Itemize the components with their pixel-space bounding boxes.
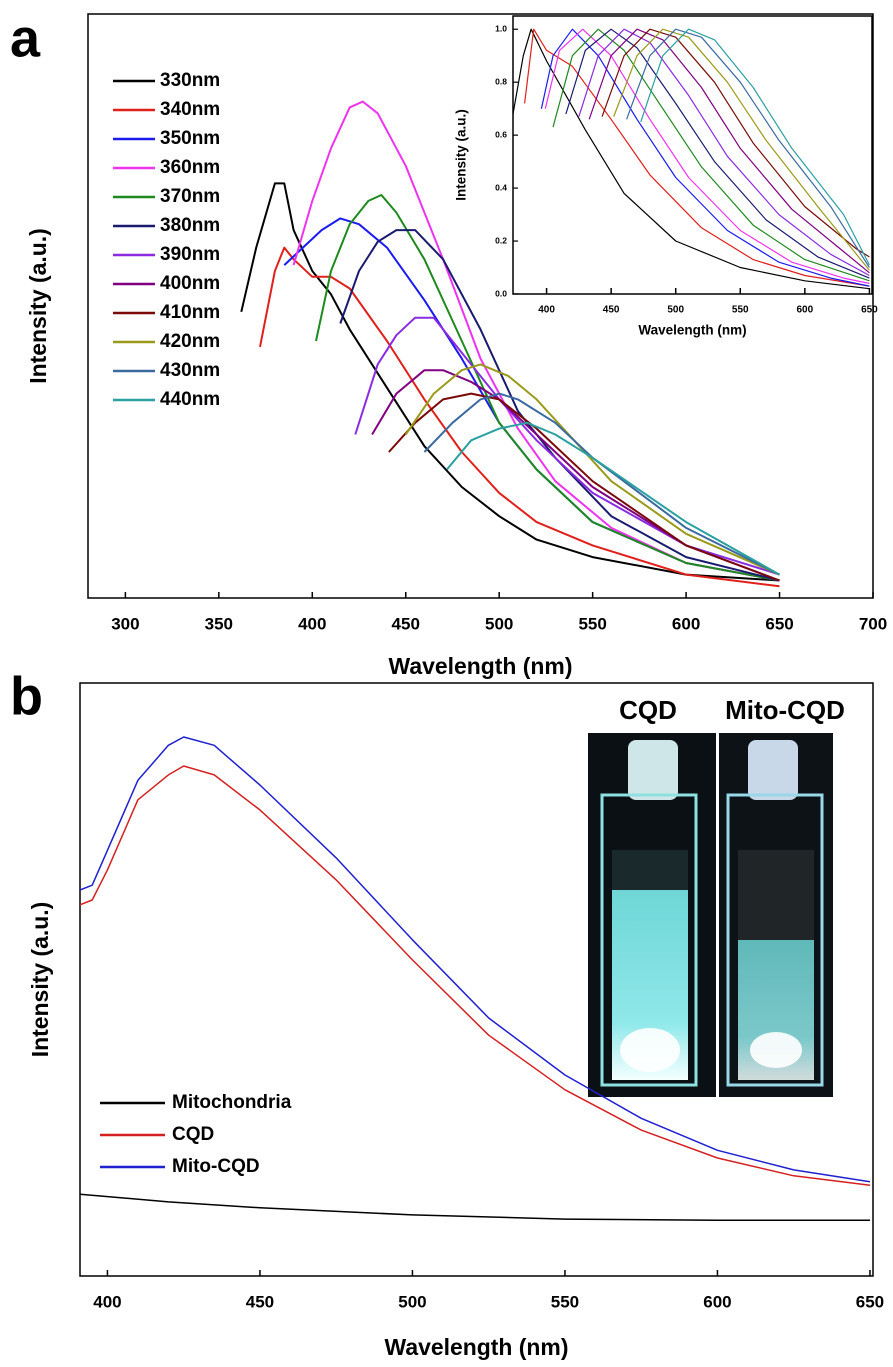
series-line: [512, 28, 870, 290]
cuvette-photo: [588, 733, 833, 1097]
series-line: [565, 28, 870, 279]
series-line: [315, 194, 780, 582]
plot-frame: [79, 682, 874, 1277]
x-tick-label: 600: [703, 1293, 731, 1312]
legend-label: 380nm: [160, 215, 220, 236]
series-line: [292, 100, 780, 582]
x-tick-label: 450: [392, 615, 420, 634]
x-tick-label: 500: [667, 305, 684, 316]
legend-label: 350nm: [160, 128, 220, 149]
y-tick-label: 0.4: [495, 182, 507, 192]
series-line: [524, 28, 870, 287]
x-tick-label: 700: [859, 615, 887, 634]
legend-label: 440nm: [160, 389, 220, 410]
series-line: [79, 736, 871, 1183]
x-tick-label: 400: [538, 305, 555, 316]
series-line: [601, 28, 870, 258]
y-axis-label: Intensity (a.u.): [27, 902, 53, 1057]
x-tick-label: 650: [861, 305, 878, 316]
x-tick-label: 500: [485, 615, 513, 634]
legend-label: 360nm: [160, 157, 220, 178]
legend-label: 340nm: [160, 99, 220, 120]
y-tick-label: 0.8: [495, 76, 507, 86]
series-line: [240, 182, 780, 582]
series-line: [339, 229, 780, 582]
series-line: [640, 28, 870, 266]
series-line: [626, 28, 870, 268]
y-tick-label: 0.2: [495, 235, 507, 245]
series-line: [544, 28, 870, 284]
panel-label: b: [10, 666, 43, 726]
x-tick-label: 500: [398, 1293, 426, 1312]
y-axis-label: Intensity (a.u.): [25, 228, 51, 383]
x-tick-label: 600: [672, 615, 700, 634]
x-tick-label: 450: [603, 305, 620, 316]
series-line: [588, 28, 870, 274]
legend-label: 400nm: [160, 273, 220, 294]
x-tick-label: 550: [578, 615, 606, 634]
series-line: [354, 316, 780, 576]
series-line: [79, 1193, 870, 1222]
series-line: [423, 392, 780, 576]
series-line: [259, 246, 780, 588]
plot-frame: [512, 15, 873, 295]
y-tick-label: 0.0: [495, 288, 507, 298]
x-tick-label: 600: [797, 305, 814, 316]
series-line: [371, 369, 780, 582]
photo-label: CQD: [619, 695, 677, 725]
panel-label: a: [10, 8, 41, 68]
legend-label: 370nm: [160, 186, 220, 207]
series-line: [613, 28, 870, 271]
series-line: [552, 28, 870, 282]
x-tick-label: 650: [856, 1293, 884, 1312]
y-axis-label: Intensity (a.u.): [454, 109, 469, 201]
legend-label: 410nm: [160, 302, 220, 323]
series-line: [446, 421, 780, 576]
x-axis-label: Wavelength (nm): [385, 1334, 569, 1360]
series-line: [79, 765, 871, 1187]
legend-label: 420nm: [160, 331, 220, 352]
x-tick-label: 650: [765, 615, 793, 634]
legend-label: 430nm: [160, 360, 220, 381]
x-tick-label: 300: [111, 615, 139, 634]
series-line: [388, 392, 780, 582]
x-tick-label: 350: [205, 615, 233, 634]
legend-label: CQD: [172, 1124, 214, 1145]
legend-label: 330nm: [160, 70, 220, 91]
x-tick-label: 550: [732, 305, 749, 316]
legend-label: 390nm: [160, 244, 220, 265]
y-tick-label: 1.0: [495, 23, 507, 33]
plot-frame: [87, 13, 874, 599]
x-axis-label: Wavelength (nm): [638, 323, 746, 338]
series-line: [540, 28, 870, 287]
x-axis-label: Wavelength (nm): [389, 653, 573, 679]
series-line: [578, 28, 870, 277]
x-tick-label: 400: [298, 615, 326, 634]
x-tick-label: 550: [551, 1293, 579, 1312]
photo-label: Mito-CQD: [725, 695, 845, 725]
x-tick-label: 450: [246, 1293, 274, 1312]
x-tick-label: 400: [93, 1293, 121, 1312]
series-line: [404, 363, 780, 576]
y-tick-label: 0.6: [495, 129, 507, 139]
legend-label: Mitochondria: [172, 1092, 292, 1113]
legend-label: Mito-CQD: [172, 1156, 260, 1177]
